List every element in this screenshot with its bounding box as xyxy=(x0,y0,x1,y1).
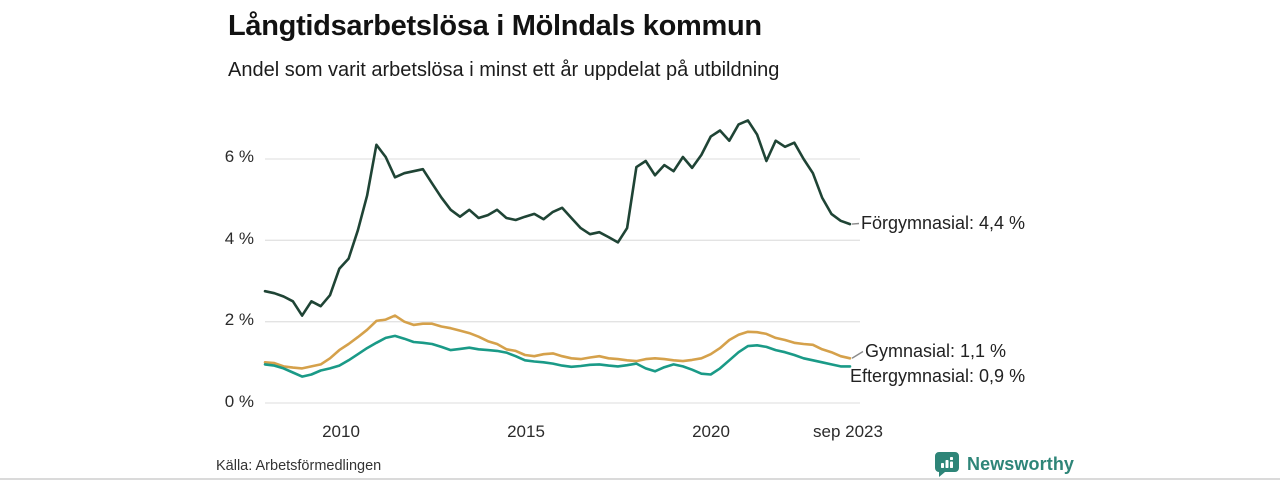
x-axis-tick-label: 2010 xyxy=(322,422,360,441)
page-subtitle: Andel som varit arbetslösa i minst ett å… xyxy=(228,59,780,81)
line-end-label-gymnasial: Gymnasial: 1,1 % xyxy=(865,341,1007,361)
x-axis-tick-label: 2015 xyxy=(507,422,545,441)
y-axis-tick-label: 2 % xyxy=(224,310,254,329)
y-axis-tick-label: 6 % xyxy=(224,147,254,166)
y-axis-tick-label: 4 % xyxy=(224,229,254,248)
x-axis-tick-label: 2020 xyxy=(692,422,730,441)
newsworthy-chart-bubble-icon xyxy=(934,451,960,477)
newsworthy-logo: Newsworthy xyxy=(934,451,1074,477)
source-note: Källa: Arbetsförmedlingen xyxy=(216,458,382,474)
newsworthy-wordmark: Newsworthy xyxy=(967,453,1075,474)
y-axis-tick-label: 0 % xyxy=(224,392,254,411)
line-end-label-eftergymnasial: Eftergymnasial: 0,9 % xyxy=(850,366,1026,386)
page-title: Långtidsarbetslösa i Mölndals kommun xyxy=(228,10,762,42)
line-end-label-forgymnasial: Förgymnasial: 4,4 % xyxy=(861,213,1026,233)
x-axis-tick-label: sep 2023 xyxy=(813,422,883,441)
